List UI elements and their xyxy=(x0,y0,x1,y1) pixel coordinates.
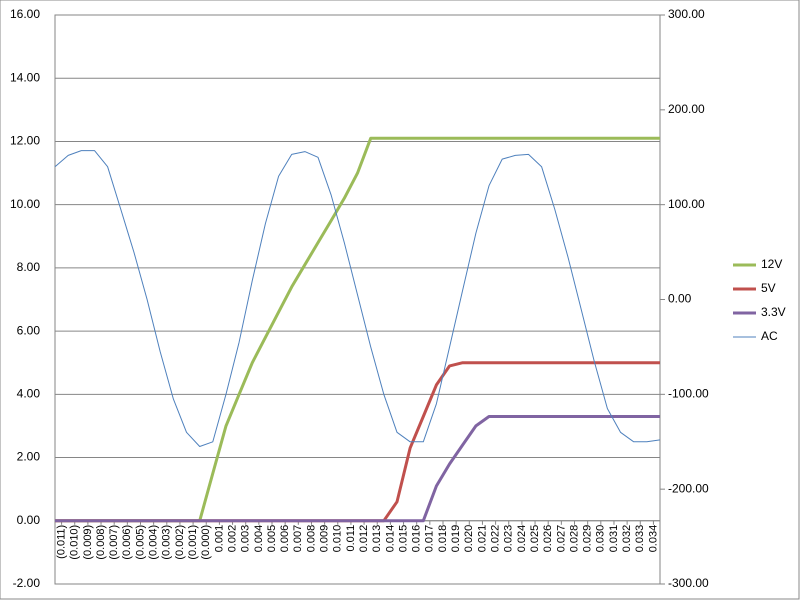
x-tick-label: 0.013 xyxy=(371,525,383,553)
x-tick-label: 0.008 xyxy=(305,525,317,553)
y2-tick-label: 300.00 xyxy=(668,7,705,21)
x-tick-label: 0.030 xyxy=(595,525,607,553)
x-tick-label: 0.007 xyxy=(292,525,304,553)
x-tick-label: 0.023 xyxy=(503,525,515,553)
plot-area xyxy=(54,14,661,585)
legend-label: AC xyxy=(761,329,778,343)
x-tick-label: 0.032 xyxy=(621,525,633,553)
x-tick-label: 0.033 xyxy=(634,525,646,553)
y2-tick-label: 200.00 xyxy=(668,102,705,116)
x-tick-label: 0.027 xyxy=(555,525,567,553)
y2-tick-label: -100.00 xyxy=(668,387,709,401)
legend-label: 3.3V xyxy=(761,305,786,319)
x-tick-label: 0.002 xyxy=(226,525,238,553)
series-line xyxy=(55,415,660,523)
x-tick-label: 0.001 xyxy=(213,525,225,553)
legend-label: 12V xyxy=(761,257,782,271)
x-tick-label: (0.009) xyxy=(82,525,94,560)
x-tick-label: (0.001) xyxy=(187,525,199,560)
y-tick-label: 12.00 xyxy=(10,134,40,148)
x-tick-label: 0.034 xyxy=(647,525,659,553)
y-tick-label: 10.00 xyxy=(10,197,40,211)
y2-tick-label: -300.00 xyxy=(668,576,709,590)
x-tick-label: (0.010) xyxy=(69,525,81,560)
x-tick-label: 0.020 xyxy=(463,525,475,553)
x-tick-label: 0.009 xyxy=(319,525,331,553)
y-tick-label: 2.00 xyxy=(17,450,41,464)
x-tick-label: (0.000) xyxy=(200,525,212,560)
y-tick-label: -2.00 xyxy=(13,576,41,590)
x-tick-label: 0.005 xyxy=(266,525,278,553)
x-tick-label: (0.004) xyxy=(148,525,160,560)
y-tick-label: 14.00 xyxy=(10,70,40,84)
x-tick-label: 0.015 xyxy=(397,525,409,553)
x-tick-label: 0.011 xyxy=(345,525,357,552)
y-tick-label: 16.00 xyxy=(10,7,40,21)
x-tick-label: 0.026 xyxy=(542,525,554,553)
legend-label: 5V xyxy=(761,281,776,295)
x-tick-label: 0.004 xyxy=(253,525,265,553)
y-tick-label: 6.00 xyxy=(17,323,41,337)
x-tick-label: 0.010 xyxy=(332,525,344,553)
x-tick-label: 0.016 xyxy=(411,525,423,553)
x-tick-label: 0.019 xyxy=(450,525,462,553)
x-tick-label: (0.011) xyxy=(55,525,67,559)
x-tick-label: 0.006 xyxy=(279,525,291,553)
y-tick-label: 4.00 xyxy=(17,387,41,401)
x-tick-label: 0.018 xyxy=(437,525,449,553)
x-tick-label: 0.022 xyxy=(490,525,502,553)
x-tick-label: 0.003 xyxy=(240,525,252,553)
x-tick-label: (0.007) xyxy=(108,525,120,560)
y-tick-label: 0.00 xyxy=(17,513,41,527)
series-line xyxy=(54,150,661,447)
x-tick-label: 0.025 xyxy=(529,525,541,553)
y2-tick-label: 100.00 xyxy=(668,197,705,211)
x-tick-label: 0.021 xyxy=(476,525,488,553)
x-tick-label: (0.008) xyxy=(95,525,107,560)
y-tick-label: 8.00 xyxy=(17,260,41,274)
x-tick-label: (0.003) xyxy=(161,525,173,560)
y2-tick-label: -200.00 xyxy=(668,481,709,495)
x-tick-label: 0.024 xyxy=(516,525,528,553)
y2-tick-label: 0.00 xyxy=(668,292,692,306)
x-tick-label: 0.029 xyxy=(582,525,594,553)
x-tick-label: (0.005) xyxy=(134,525,146,560)
x-tick-label: (0.006) xyxy=(121,525,133,560)
x-tick-label: 0.028 xyxy=(568,525,580,553)
x-tick-label: 0.012 xyxy=(358,525,370,553)
x-tick-label: 0.031 xyxy=(608,525,620,553)
x-tick-label: 0.017 xyxy=(424,525,436,553)
x-tick-label: 0.014 xyxy=(384,525,396,553)
x-tick-label: (0.002) xyxy=(174,525,186,560)
